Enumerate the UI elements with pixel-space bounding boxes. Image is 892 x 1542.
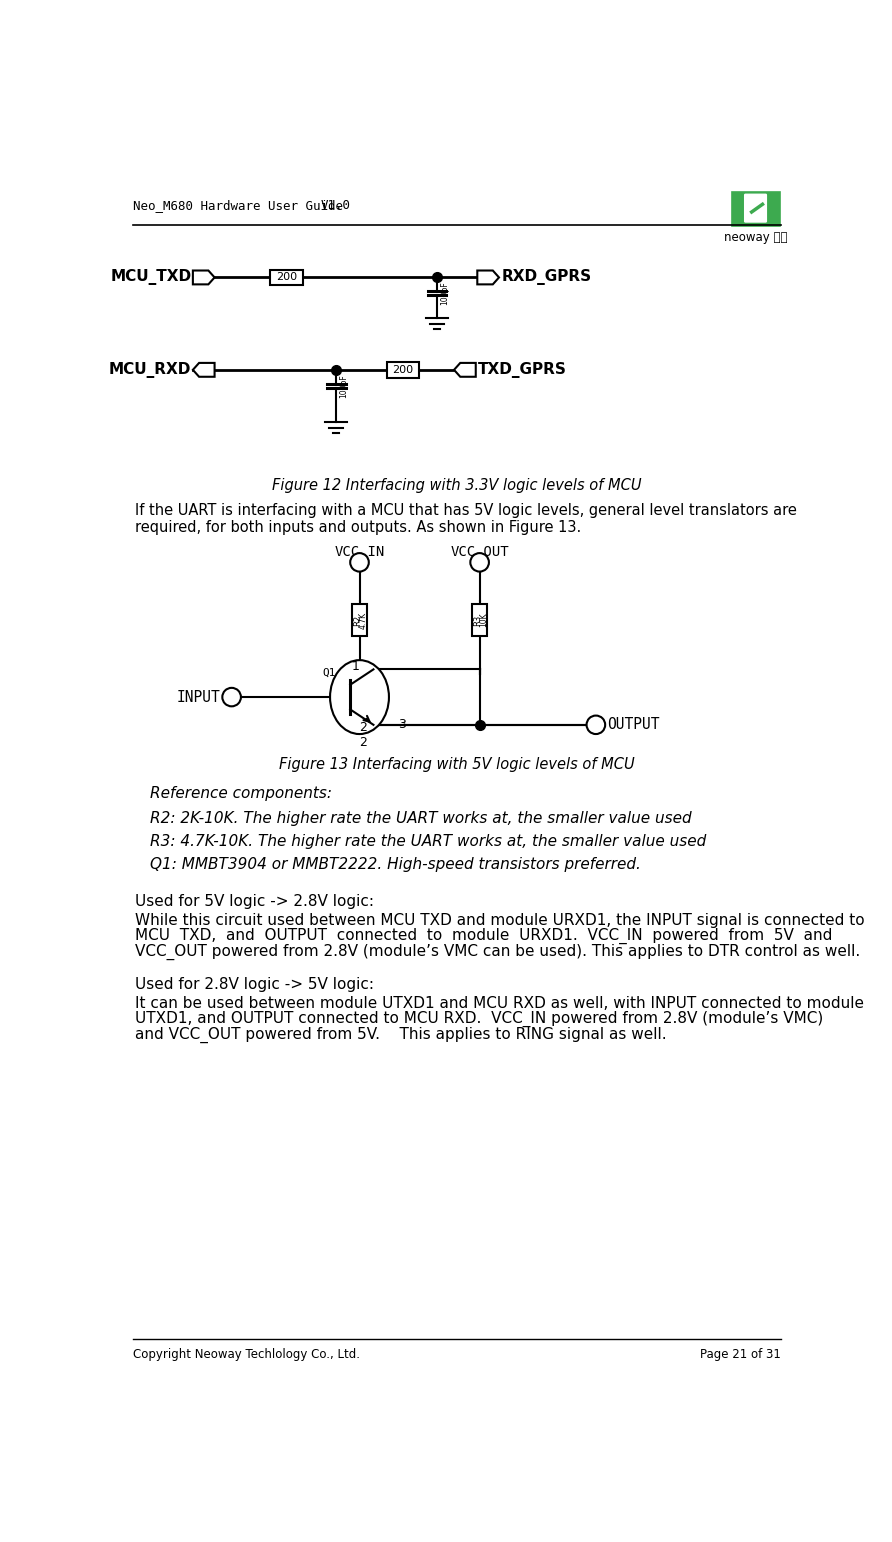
Text: 200: 200 (392, 365, 414, 375)
Text: 2: 2 (359, 736, 368, 748)
Text: required, for both inputs and outputs. As shown in Figure 13.: required, for both inputs and outputs. A… (135, 520, 581, 535)
FancyBboxPatch shape (731, 191, 780, 225)
Text: Q1: MMBT3904 or MMBT2222. High-speed transistors preferred.: Q1: MMBT3904 or MMBT2222. High-speed tra… (150, 857, 641, 873)
Bar (472, 604, 487, 637)
Text: Page 21 of 31: Page 21 of 31 (700, 1348, 781, 1360)
Text: UTXD1, and OUTPUT connected to MCU RXD.  VCC_IN powered from 2.8V (module’s VMC): UTXD1, and OUTPUT connected to MCU RXD. … (135, 1012, 823, 1027)
Circle shape (351, 554, 368, 572)
Text: 2: 2 (359, 722, 368, 734)
Text: 100pF: 100pF (440, 281, 449, 305)
Text: If the UART is interfacing with a MCU that has 5V logic levels, general level tr: If the UART is interfacing with a MCU th… (135, 503, 797, 518)
Bar (386, 362, 419, 378)
Text: INPUT: INPUT (177, 689, 220, 705)
Ellipse shape (330, 660, 389, 734)
Text: 4.7K: 4.7K (359, 612, 368, 629)
Polygon shape (193, 270, 215, 284)
Text: 10K: 10K (479, 612, 488, 628)
Text: Used for 5V logic -> 2.8V logic:: Used for 5V logic -> 2.8V logic: (135, 894, 374, 910)
Text: MCU_TXD: MCU_TXD (111, 270, 191, 285)
Text: 3: 3 (398, 719, 406, 731)
FancyBboxPatch shape (745, 194, 766, 222)
Text: MCU  TXD,  and  OUTPUT  connected  to  module  URXD1.  VCC_IN  powered  from  5V: MCU TXD, and OUTPUT connected to module … (135, 928, 832, 944)
Bar (351, 604, 368, 637)
Text: VCC_IN: VCC_IN (334, 546, 384, 560)
Circle shape (470, 554, 489, 572)
Text: MCU_RXD: MCU_RXD (109, 362, 191, 378)
Text: While this circuit used between MCU TXD and module URXD1, the INPUT signal is co: While this circuit used between MCU TXD … (135, 913, 864, 928)
Text: RXD_GPRS: RXD_GPRS (501, 270, 591, 285)
Text: and VCC_OUT powered from 5V.    This applies to RING signal as well.: and VCC_OUT powered from 5V. This applie… (135, 1027, 666, 1042)
Text: V1.0: V1.0 (321, 199, 351, 211)
Text: neoway 有方: neoway 有方 (723, 231, 788, 244)
Polygon shape (454, 362, 475, 376)
Text: R2: 2K-10K. The higher rate the UART works at, the smaller value used: R2: 2K-10K. The higher rate the UART wor… (150, 811, 692, 827)
Text: 200: 200 (277, 273, 297, 282)
Text: Copyright Neoway Techlology Co., Ltd.: Copyright Neoway Techlology Co., Ltd. (133, 1348, 360, 1360)
Polygon shape (477, 270, 499, 284)
Polygon shape (193, 362, 215, 376)
Text: 1: 1 (351, 660, 359, 674)
Circle shape (222, 688, 241, 706)
Text: Figure 12 Interfacing with 3.3V logic levels of MCU: Figure 12 Interfacing with 3.3V logic le… (272, 478, 642, 492)
Text: Neo_M680 Hardware User Guide: Neo_M680 Hardware User Guide (133, 199, 343, 211)
Text: Q1: Q1 (322, 668, 335, 678)
Bar (270, 270, 303, 285)
Text: It can be used between module UTXD1 and MCU RXD as well, with INPUT connected to: It can be used between module UTXD1 and … (135, 996, 863, 1012)
Circle shape (587, 715, 605, 734)
Text: R3: 4.7K-10K. The higher rate the UART works at, the smaller value used: R3: 4.7K-10K. The higher rate the UART w… (150, 834, 706, 850)
Text: Used for 2.8V logic -> 5V logic:: Used for 2.8V logic -> 5V logic: (135, 978, 374, 993)
Text: Figure 13 Interfacing with 5V logic levels of MCU: Figure 13 Interfacing with 5V logic leve… (279, 757, 635, 773)
Text: VCC_OUT powered from 2.8V (module’s VMC can be used). This applies to DTR contro: VCC_OUT powered from 2.8V (module’s VMC … (135, 944, 860, 959)
Text: Reference components:: Reference components: (150, 786, 332, 802)
Text: OUTPUT: OUTPUT (607, 717, 660, 732)
Text: 100pF: 100pF (339, 373, 349, 398)
Text: R2: R2 (353, 615, 362, 626)
Text: TXD_GPRS: TXD_GPRS (478, 362, 567, 378)
Text: R3: R3 (474, 614, 483, 626)
Text: VCC_OUT: VCC_OUT (450, 546, 509, 560)
